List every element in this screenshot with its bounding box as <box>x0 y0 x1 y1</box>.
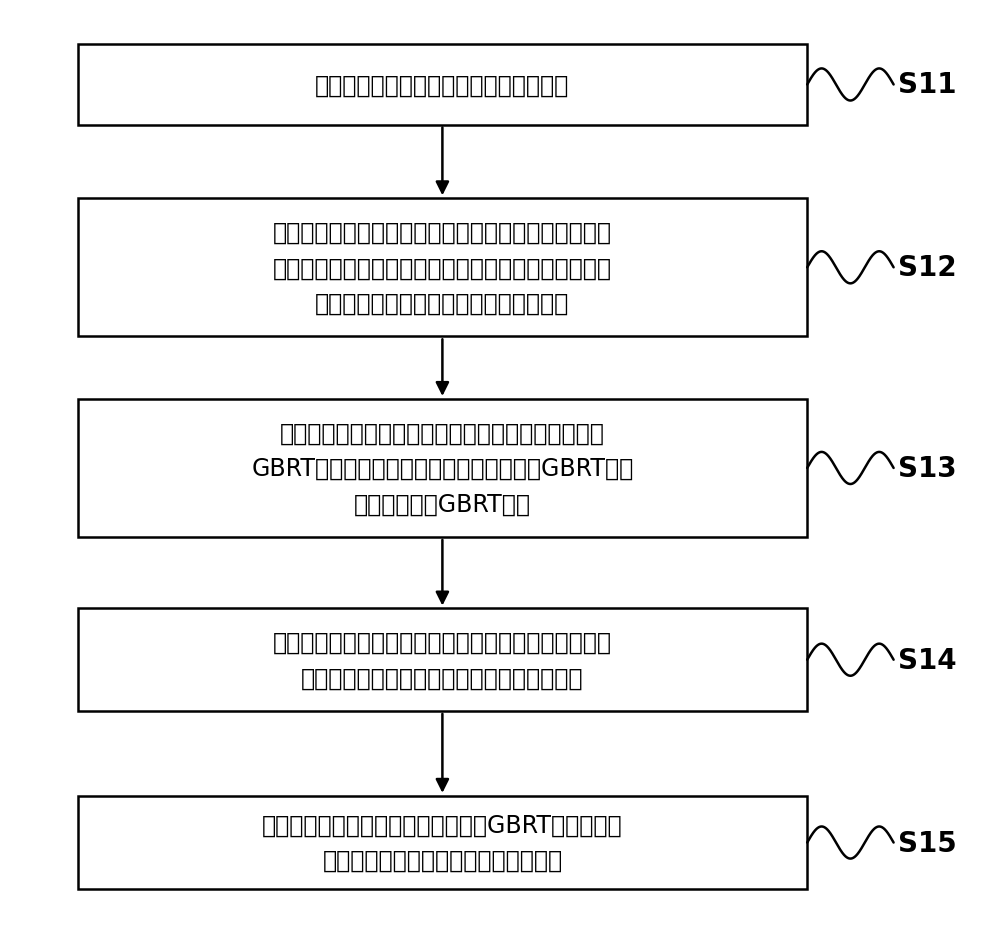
FancyBboxPatch shape <box>78 45 807 125</box>
FancyBboxPatch shape <box>78 609 807 711</box>
FancyBboxPatch shape <box>78 199 807 337</box>
Text: S11: S11 <box>898 71 957 99</box>
Text: S14: S14 <box>898 646 957 674</box>
Text: 将所述待测数据集输入所述训练好的GBRT模型，输出
所述待测点对应的土壤重金属含量数值: 将所述待测数据集输入所述训练好的GBRT模型，输出 所述待测点对应的土壤重金属含… <box>262 813 623 872</box>
Text: S12: S12 <box>898 254 957 282</box>
FancyBboxPatch shape <box>78 399 807 537</box>
Text: 获取待测点的辅助特征数据，构建待测数据集，所述待
测数据集包括所述待测点的所述辅助特征数据: 获取待测点的辅助特征数据，构建待测数据集，所述待 测数据集包括所述待测点的所述辅… <box>273 630 612 690</box>
FancyBboxPatch shape <box>78 796 807 889</box>
Text: S13: S13 <box>898 455 957 483</box>
Text: S15: S15 <box>898 829 957 857</box>
Text: 获取所述采样点的辅助特征数据，构建训练数据集，所
述训练数据集包括：所述采样点对应的所述土壤重金属
含量数值以及所述采样点的辅助特征数据: 获取所述采样点的辅助特征数据，构建训练数据集，所 述训练数据集包括：所述采样点对… <box>273 221 612 316</box>
Text: 将所述辅助特征和所述土壤重金属含量作为变量构建
GBRT模型，并用所述训练数据集训练所述GBRT模型
得到训练好的GBRT模型: 将所述辅助特征和所述土壤重金属含量作为变量构建 GBRT模型，并用所述训练数据集… <box>251 421 634 516</box>
Text: 测量采样点处土样的土壤重金属含量数值: 测量采样点处土样的土壤重金属含量数值 <box>315 73 570 97</box>
